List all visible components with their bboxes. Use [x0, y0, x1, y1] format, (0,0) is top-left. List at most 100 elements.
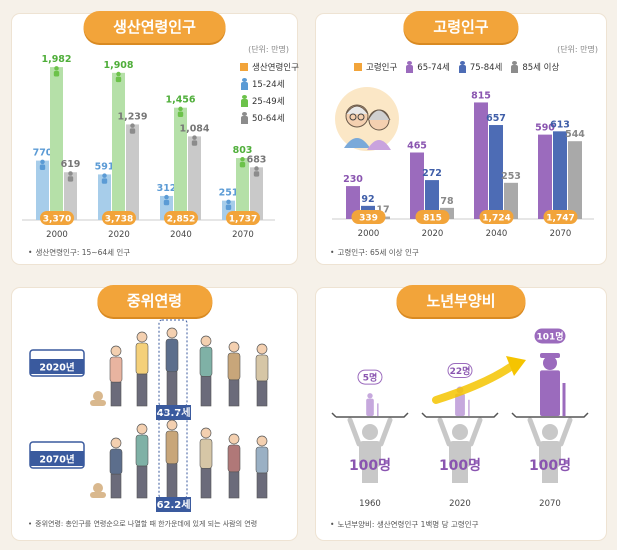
base-count: 100명 — [529, 457, 571, 474]
x-tick-label: 2020 — [422, 229, 444, 239]
x-tick-label: 2000 — [46, 230, 68, 240]
footnote: 노년부양비: 생산연령인구 1백명 당 고령인구 — [330, 519, 478, 530]
person-icon — [40, 159, 45, 165]
bar — [50, 67, 63, 220]
data-label: 465 — [407, 140, 427, 151]
x-tick-label: 2070 — [550, 229, 572, 239]
total-badge — [351, 210, 386, 224]
elderly-with-cane-icon — [455, 393, 465, 416]
person-icon — [116, 71, 121, 77]
year-label: 2070 — [539, 499, 561, 509]
year-label: 2020년 — [39, 362, 74, 374]
total-badge — [415, 210, 450, 224]
person-figure — [256, 380, 268, 407]
elderly-with-cane-icon — [367, 393, 373, 399]
person-icon — [226, 199, 231, 205]
data-label: 1,084 — [179, 123, 209, 134]
growth-arrow — [432, 362, 516, 404]
calendar-icon — [30, 451, 84, 466]
person-figure — [135, 434, 149, 467]
panel-title: 생산연령인구 — [83, 11, 226, 43]
data-label: 619 — [61, 159, 81, 170]
dependency-illustration: 5명 100명 1960 22명 100명 2020 101명 100명 2070 — [331, 328, 589, 509]
person-icon — [240, 77, 249, 90]
bar — [250, 167, 263, 220]
bar — [474, 102, 488, 219]
person-figure — [256, 435, 268, 447]
elder-count-bubble — [534, 328, 566, 344]
person-figure — [228, 471, 240, 499]
base-count: 100명 — [439, 457, 481, 474]
elderly-with-cane-icon — [366, 398, 374, 416]
person-figure — [199, 438, 213, 469]
person-icon — [164, 194, 169, 200]
data-label: 613 — [550, 119, 570, 130]
data-label: 1,239 — [117, 111, 147, 122]
person-figure — [136, 423, 148, 435]
person-figure — [228, 433, 240, 445]
elderly-couple-illustration — [335, 87, 399, 151]
person-icon — [130, 123, 135, 128]
panel-title: 중위연령 — [96, 285, 213, 317]
data-label: 591 — [95, 161, 115, 172]
person-figure — [136, 465, 148, 499]
median-age-panel: 중위연령 2020년 43.7세 2070년 62.2세 중위연령: 총인구를 연령순… — [12, 285, 297, 540]
year-label: 1960 — [359, 499, 381, 509]
footnote: 중위연령: 총인구를 연령순으로 나열할 때 한가운데에 있게 되는 사람의 연… — [28, 519, 257, 529]
person-figure — [136, 373, 148, 407]
bar — [504, 182, 518, 219]
person-figure — [166, 327, 178, 339]
person-icon — [225, 204, 232, 210]
median-value-badge — [156, 405, 191, 420]
person-figure — [200, 427, 212, 439]
legend-item: 50-64세 — [240, 109, 299, 126]
person-figure — [200, 335, 212, 347]
year-label: 2020 — [449, 499, 471, 509]
dependency-panel: 노년부양비 5명 100명 1960 22명 100명 2020 101명 100명 2070 … — [316, 285, 606, 540]
median-highlight-box — [158, 411, 188, 499]
person-icon — [115, 76, 122, 83]
person-figure — [136, 331, 148, 343]
elder-count: 5명 — [363, 372, 378, 384]
calendar-icon — [30, 359, 84, 374]
dog-figure — [90, 492, 106, 498]
dog-figure — [90, 400, 106, 406]
person-icon — [240, 94, 249, 107]
dog-figure — [93, 391, 103, 401]
elder-count: 101명 — [536, 331, 563, 343]
total-label: 339 — [359, 214, 378, 224]
footnote: 생산연령인구: 15~64세 인구 — [28, 247, 130, 258]
person-icon — [192, 135, 197, 140]
total-badge — [543, 210, 578, 224]
legend-item: 15-24세 — [240, 75, 299, 92]
person-icon — [39, 164, 46, 170]
data-label: 312 — [157, 183, 177, 194]
bar — [538, 134, 552, 219]
growth-arrow-head — [506, 356, 526, 376]
person-icon — [101, 178, 108, 184]
panel-title: 고령인구 — [403, 11, 519, 43]
person-icon — [67, 176, 74, 182]
supporter-figure — [359, 441, 381, 467]
bar — [64, 172, 77, 220]
person-figure — [165, 430, 179, 465]
person-figure — [166, 463, 178, 499]
total-badge — [479, 210, 514, 224]
person-figure — [200, 376, 212, 407]
person-figure — [200, 468, 212, 499]
data-label: 657 — [486, 113, 506, 124]
bar — [489, 125, 503, 219]
bar — [410, 152, 424, 219]
person-icon — [254, 166, 259, 171]
total-label: 2,852 — [167, 215, 195, 225]
data-label: 272 — [422, 168, 442, 179]
legend-item: 75-84세 — [458, 58, 502, 75]
person-figure — [109, 356, 123, 383]
x-tick-label: 2040 — [486, 229, 508, 239]
person-icon — [253, 171, 260, 177]
chart-legend: 생산연령인구 15-24세 25-49세 50-64세 — [240, 58, 299, 126]
person-figure — [255, 446, 269, 474]
person-figure — [110, 437, 122, 449]
bar — [236, 158, 249, 220]
